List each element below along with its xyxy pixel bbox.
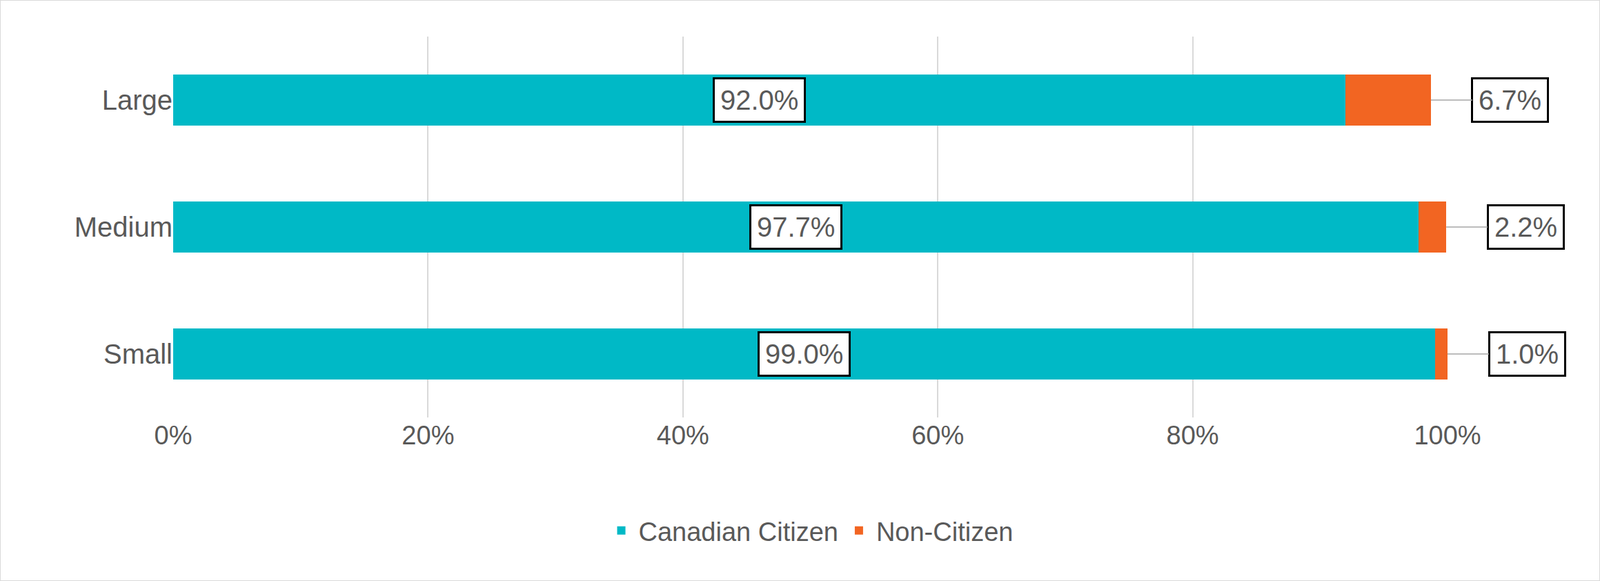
svg-text:40%: 40% [656,420,710,450]
svg-text:80%: 80% [1166,420,1220,450]
svg-text:2.2%: 2.2% [1494,211,1558,243]
svg-text:Medium: Medium [74,211,173,243]
svg-text:60%: 60% [911,420,964,450]
svg-text:97.7%: 97.7% [756,211,835,243]
svg-text:Small: Small [103,338,173,370]
svg-text:99.0%: 99.0% [765,338,844,370]
svg-text:Large: Large [102,84,173,116]
svg-text:Non-Citizen: Non-Citizen [876,517,1014,547]
svg-text:20%: 20% [401,420,454,450]
svg-text:0%: 0% [154,420,193,450]
svg-text:Canadian Citizen: Canadian Citizen [638,517,839,547]
svg-text:92.0%: 92.0% [720,84,799,116]
svg-text:100%: 100% [1413,420,1481,450]
svg-text:6.7%: 6.7% [1478,84,1542,116]
svg-text:1.0%: 1.0% [1495,338,1559,370]
